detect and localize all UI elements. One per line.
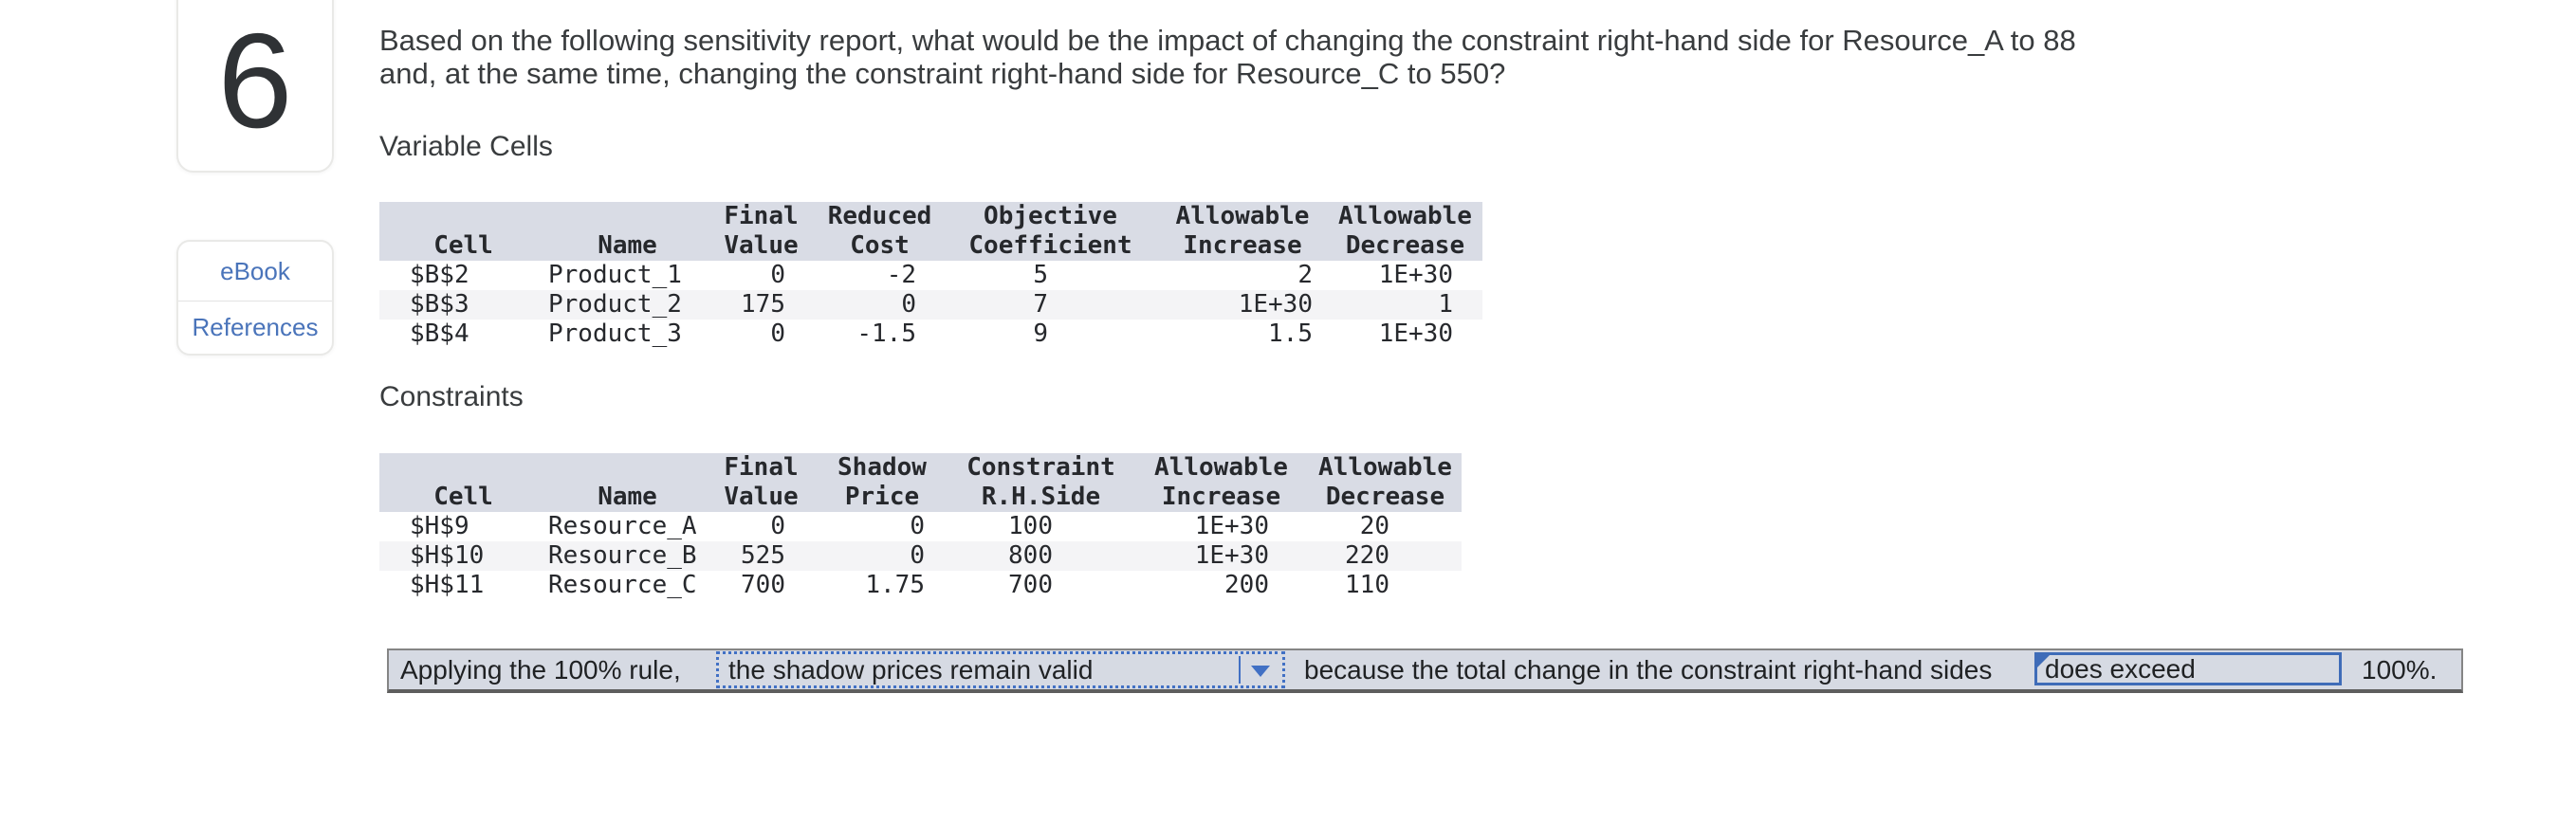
question-text-line2: and, at the same time, changing the cons… <box>379 57 1506 90</box>
answer-input-value: does exceed <box>2045 653 2196 684</box>
chevron-down-icon <box>1251 665 1270 677</box>
column-header-cell: Cell <box>379 453 517 512</box>
column-header-allowable-increase: Allowable Increase <box>1157 202 1328 261</box>
answer-input[interactable]: does exceed <box>2034 652 2342 685</box>
dropdown-separator <box>1239 656 1241 684</box>
answer-dropdown-value: the shadow prices remain valid <box>728 654 1094 685</box>
constraints-table: Cell Name Final Value Shadow Price Constra… <box>379 453 1462 600</box>
column-header-allowable-decrease: Allowable Decrease <box>1309 453 1462 512</box>
question-text: Based on the following sensitivity repor… <box>379 24 2561 90</box>
variable-cells-table: Cell Name Final Value Reduced Cost Objecti… <box>379 202 1482 349</box>
question-number: 6 <box>217 6 293 156</box>
question-text-line1: Based on the following sensitivity repor… <box>379 24 2076 57</box>
ebook-link[interactable]: eBook <box>178 242 332 301</box>
resources-panel: eBook References <box>176 240 334 356</box>
ebook-link-label: eBook <box>220 256 290 285</box>
table-row: $B$4 Product_3 0 -1.5 9 1.5 1E+30 <box>410 320 1453 348</box>
column-header-cell: Cell <box>379 202 517 261</box>
table-row: $H$9 Resource_A 0 0 100 1E+30 20 <box>410 512 1389 540</box>
variable-cells-heading: Variable Cells <box>379 131 553 162</box>
column-header-reduced-cost: Reduced Cost <box>816 202 944 261</box>
answer-text-suffix: 100%. <box>2362 654 2438 685</box>
constraints-heading: Constraints <box>379 381 524 412</box>
table-row: $B$3 Product_2 175 0 7 1E+30 1 <box>379 290 1482 320</box>
column-header-final-value: Final Value <box>707 202 816 261</box>
variable-cells-header-row: Cell Name Final Value Reduced Cost Objecti… <box>379 202 1482 261</box>
answer-bar: Applying the 100% rule, the shadow price… <box>387 648 2463 693</box>
table-row: $B$2 Product_1 0 -2 5 2 1E+30 <box>410 261 1453 289</box>
column-header-final-value: Final Value <box>707 453 816 512</box>
table-row: $H$11 Resource_C 700 1.75 700 200 110 <box>410 571 1389 599</box>
references-link-label: References <box>192 313 319 341</box>
input-corner-marker-icon <box>2037 655 2050 667</box>
column-header-allowable-decrease: Allowable Decrease <box>1328 202 1482 261</box>
column-header-name: Name <box>517 453 707 512</box>
answer-text-prefix: Applying the 100% rule, <box>400 654 681 685</box>
column-header-name: Name <box>517 202 707 261</box>
column-header-shadow-price: Shadow Price <box>816 453 948 512</box>
question-number-box: 6 <box>176 0 334 173</box>
answer-text-middle: because the total change in the constrai… <box>1304 654 1993 685</box>
column-header-constraint-rhs: Constraint R.H.Side <box>948 453 1133 512</box>
constraints-header-row: Cell Name Final Value Shadow Price Constra… <box>379 453 1462 512</box>
answer-dropdown[interactable]: the shadow prices remain valid <box>716 651 1285 688</box>
references-link[interactable]: References <box>178 301 332 354</box>
table-row: $H$10 Resource_B 525 0 800 1E+30 220 <box>379 541 1462 571</box>
column-header-objective-coefficient: Objective Coefficient <box>944 202 1157 261</box>
column-header-allowable-increase: Allowable Increase <box>1133 453 1309 512</box>
